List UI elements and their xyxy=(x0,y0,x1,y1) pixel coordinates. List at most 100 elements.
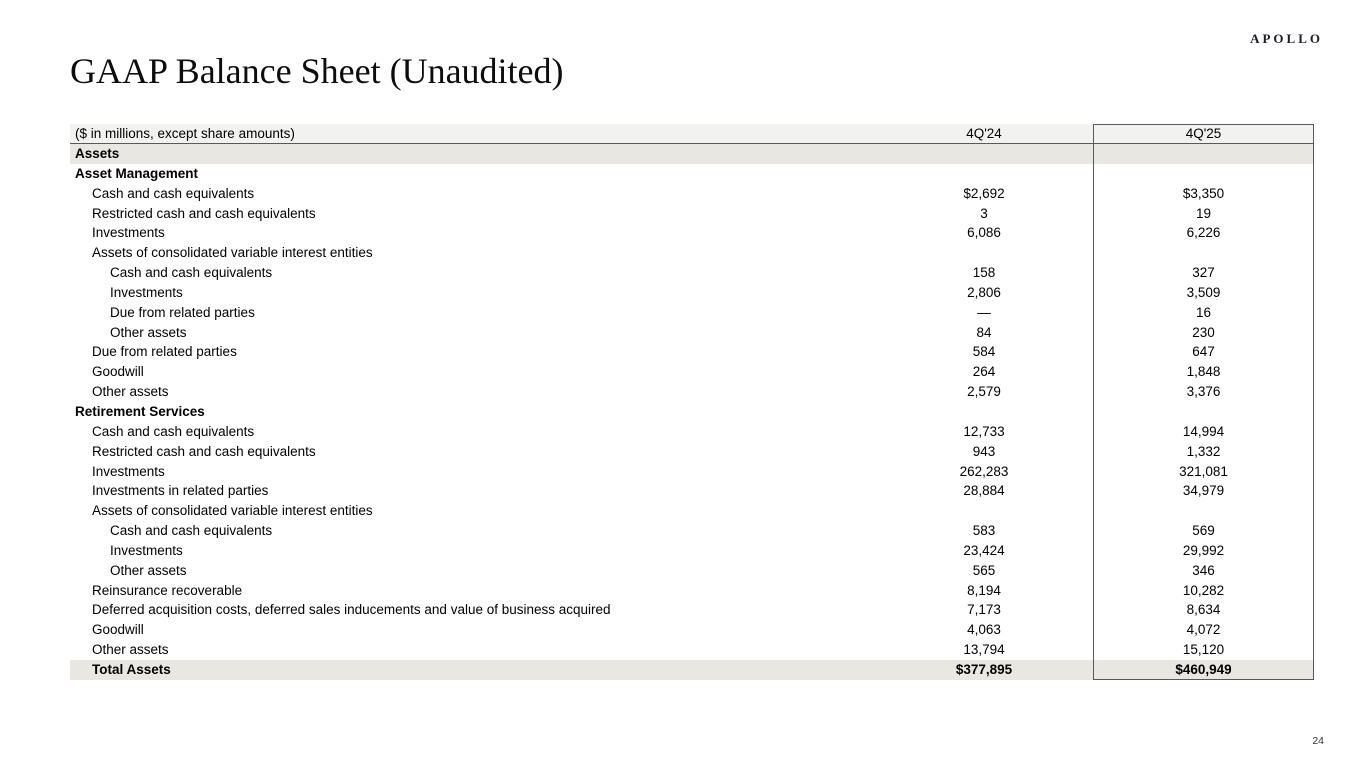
value-4q25: 647 xyxy=(1192,344,1215,360)
row-label: Retirement Services xyxy=(75,403,205,419)
value-4q24: 7,173 xyxy=(967,602,1001,618)
value-4q25: $460,949 xyxy=(1175,661,1232,677)
table-row: Investments 6,086 6,226 xyxy=(70,223,1314,243)
table-row: Other assets 565 346 xyxy=(70,561,1314,581)
column-header-4q24: 4Q'24 xyxy=(966,125,1002,141)
row-label: Due from related parties xyxy=(92,344,237,360)
column-header-4q25: 4Q'25 xyxy=(1185,125,1222,141)
table-row: Cash and cash equivalents 158 327 xyxy=(70,263,1314,283)
table-row: Goodwill 4,063 4,072 xyxy=(70,620,1314,640)
value-4q24: 262,283 xyxy=(959,463,1009,479)
value-4q25: 34,979 xyxy=(1182,483,1225,499)
value-4q24: 13,794 xyxy=(963,642,1005,658)
value-4q24: 23,424 xyxy=(963,542,1005,558)
value-4q24: 84 xyxy=(976,324,992,340)
table-row: Investments 2,806 3,509 xyxy=(70,283,1314,303)
table-row: Due from related parties 584 647 xyxy=(70,342,1314,362)
row-label: Goodwill xyxy=(92,622,144,638)
table-row: Restricted cash and cash equivalents 3 19 xyxy=(70,203,1314,223)
table-row: Total Assets $377,895 $460,949 xyxy=(70,659,1314,680)
row-label: Other assets xyxy=(92,642,169,658)
table-row: Restricted cash and cash equivalents 943 1… xyxy=(70,442,1314,462)
value-4q25: $3,350 xyxy=(1182,185,1225,201)
row-label: Cash and cash equivalents xyxy=(92,185,255,201)
row-label: Goodwill xyxy=(92,364,144,380)
value-4q24: 12,733 xyxy=(963,423,1005,439)
value-4q25: 4,072 xyxy=(1186,622,1221,638)
value-4q25: 569 xyxy=(1192,523,1215,539)
value-4q24: 2,806 xyxy=(967,284,1001,300)
row-label: Cash and cash equivalents xyxy=(110,265,273,281)
value-4q24: 2,579 xyxy=(967,384,1001,400)
table-row: Cash and cash equivalents $2,692 $3,350 xyxy=(70,184,1314,204)
table-units-caption: ($ in millions, except share amounts) xyxy=(75,125,295,141)
value-4q24: — xyxy=(977,304,991,320)
value-4q25: 3,376 xyxy=(1186,384,1221,400)
table-row: Investments 23,424 29,992 xyxy=(70,541,1314,561)
value-4q25: 6,226 xyxy=(1186,225,1221,241)
value-4q24: 943 xyxy=(972,443,996,459)
row-label: Investments xyxy=(92,463,165,479)
table-row: Due from related parties — 16 xyxy=(70,303,1314,323)
table-row: Cash and cash equivalents 583 569 xyxy=(70,521,1314,541)
row-label: Other assets xyxy=(92,384,169,400)
value-4q25: 14,994 xyxy=(1182,423,1225,439)
table-row: Goodwill 264 1,848 xyxy=(70,362,1314,382)
table-row: Deferred acquisition costs, deferred sal… xyxy=(70,600,1314,620)
row-label: Restricted cash and cash equivalents xyxy=(92,205,316,221)
value-4q24: 565 xyxy=(972,562,996,578)
value-4q25: 1,848 xyxy=(1186,364,1221,380)
value-4q24: 158 xyxy=(972,265,996,281)
value-4q24: $377,895 xyxy=(955,661,1013,677)
value-4q24: 264 xyxy=(972,364,996,380)
row-label: Cash and cash equivalents xyxy=(92,423,255,439)
table-row: Other assets 84 230 xyxy=(70,322,1314,342)
value-4q25: 1,332 xyxy=(1186,443,1221,459)
value-4q25: 15,120 xyxy=(1182,642,1225,658)
page-number: 24 xyxy=(1312,735,1324,747)
table-header-row: ($ in millions, except share amounts) 4Q… xyxy=(70,124,1314,144)
row-label: Investments xyxy=(110,284,183,300)
value-4q24: 6,086 xyxy=(967,225,1001,241)
value-4q24: 8,194 xyxy=(967,582,1001,598)
value-4q25: 10,282 xyxy=(1182,582,1225,598)
row-label: Other assets xyxy=(110,324,187,340)
table-row: Other assets 13,794 15,120 xyxy=(70,640,1314,660)
value-4q24: 3 xyxy=(980,205,988,221)
row-label: Assets of consolidated variable interest… xyxy=(92,503,373,519)
table-row: Other assets 2,579 3,376 xyxy=(70,382,1314,402)
value-4q25: 321,081 xyxy=(1179,463,1228,479)
apollo-logo: APOLLO xyxy=(1250,31,1323,46)
value-4q25: 230 xyxy=(1192,324,1215,340)
row-label: Cash and cash equivalents xyxy=(110,523,273,539)
balance-sheet-table: ($ in millions, except share amounts) 4Q… xyxy=(70,124,1314,680)
table-row: Retirement Services xyxy=(70,402,1314,422)
row-label: Investments xyxy=(92,225,165,241)
value-4q25: 3,509 xyxy=(1186,284,1221,300)
row-label: Deferred acquisition costs, deferred sal… xyxy=(92,602,611,618)
row-label: Investments in related parties xyxy=(92,483,269,499)
row-label: Total Assets xyxy=(92,661,171,677)
table-row: Cash and cash equivalents 12,733 14,994 xyxy=(70,422,1314,442)
row-label: Asset Management xyxy=(75,165,199,181)
table-body: Assets Asset Management Cash and cash equi… xyxy=(70,143,1314,680)
value-4q25: 19 xyxy=(1195,205,1212,221)
value-4q25: 327 xyxy=(1192,265,1215,281)
page-title: GAAP Balance Sheet (Unaudited) xyxy=(70,51,564,91)
row-label: Restricted cash and cash equivalents xyxy=(92,443,316,459)
table-row: Assets xyxy=(70,143,1314,164)
value-4q24: 28,884 xyxy=(963,483,1005,499)
table-row: Assets of consolidated variable interest… xyxy=(70,501,1314,521)
row-label: Other assets xyxy=(110,562,187,578)
value-4q24: 584 xyxy=(972,344,996,360)
value-4q25: 346 xyxy=(1192,562,1215,578)
value-4q25: 29,992 xyxy=(1182,542,1225,558)
table-row: Investments 262,283 321,081 xyxy=(70,461,1314,481)
value-4q25: 16 xyxy=(1195,304,1212,320)
row-label: Investments xyxy=(110,542,183,558)
value-4q24: $2,692 xyxy=(963,185,1005,201)
value-4q24: 583 xyxy=(972,523,996,539)
table-row: Reinsurance recoverable 8,194 10,282 xyxy=(70,580,1314,600)
value-4q24: 4,063 xyxy=(967,622,1001,638)
row-label: Reinsurance recoverable xyxy=(92,582,243,598)
